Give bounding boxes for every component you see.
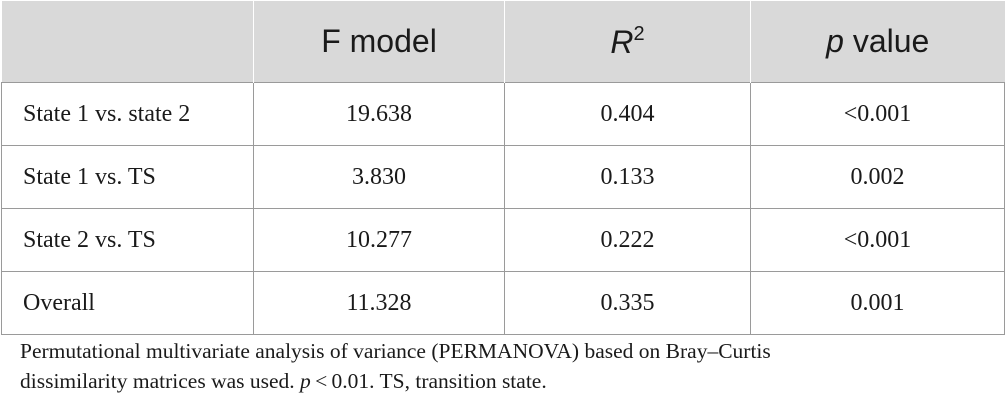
p-value-cell: 0.002 xyxy=(750,145,1005,209)
table-row: State 2 vs. TS 10.277 0.222 <0.001 xyxy=(1,208,1005,272)
table-row: State 1 vs. TS 3.830 0.133 0.002 xyxy=(1,145,1005,209)
table-row: State 1 vs. state 2 19.638 0.404 <0.001 xyxy=(1,82,1005,146)
p-value-cell: <0.001 xyxy=(750,82,1005,146)
r-squared-cell: 0.133 xyxy=(504,145,751,209)
header-f-model: F model xyxy=(253,1,505,83)
row-label: State 1 vs. TS xyxy=(1,145,254,209)
r-squared-cell: 0.404 xyxy=(504,82,751,146)
row-label: Overall xyxy=(1,271,254,335)
table-row: Overall 11.328 0.335 0.001 xyxy=(1,271,1005,335)
results-table-container: F model R2 p value State 1 vs. state 2 1… xyxy=(1,1,1005,335)
footnote-p-symbol: p xyxy=(300,369,311,393)
permanova-results-table: F model R2 p value State 1 vs. state 2 1… xyxy=(1,1,1005,335)
footnote-line-1: Permutational multivariate analysis of v… xyxy=(20,339,771,363)
row-label: State 2 vs. TS xyxy=(1,208,254,272)
header-r-symbol: R xyxy=(610,23,634,60)
r-squared-cell: 0.335 xyxy=(504,271,751,335)
header-r-superscript: 2 xyxy=(633,22,645,45)
footnote-line-2-prefix: dissimilarity matrices was used. xyxy=(20,369,301,393)
p-value-cell: 0.001 xyxy=(750,271,1005,335)
header-p-symbol: p xyxy=(826,23,844,59)
p-value-cell: <0.001 xyxy=(750,208,1005,272)
table-footnote: Permutational multivariate analysis of v… xyxy=(20,336,990,396)
f-model-cell: 3.830 xyxy=(253,145,505,209)
header-empty-cell xyxy=(1,1,254,83)
f-model-cell: 11.328 xyxy=(253,271,505,335)
footnote-line-2-rest: < 0.01. TS, transition state. xyxy=(310,369,547,393)
f-model-cell: 19.638 xyxy=(253,82,505,146)
header-p-value: p value xyxy=(750,1,1005,83)
r-squared-cell: 0.222 xyxy=(504,208,751,272)
footnote-line-2: dissimilarity matrices was used. p < 0.0… xyxy=(20,366,990,396)
header-row: F model R2 p value xyxy=(1,1,1005,83)
f-model-cell: 10.277 xyxy=(253,208,505,272)
row-label: State 1 vs. state 2 xyxy=(1,82,254,146)
header-p-value-text: value xyxy=(843,23,930,59)
header-r-squared: R2 xyxy=(504,1,751,83)
